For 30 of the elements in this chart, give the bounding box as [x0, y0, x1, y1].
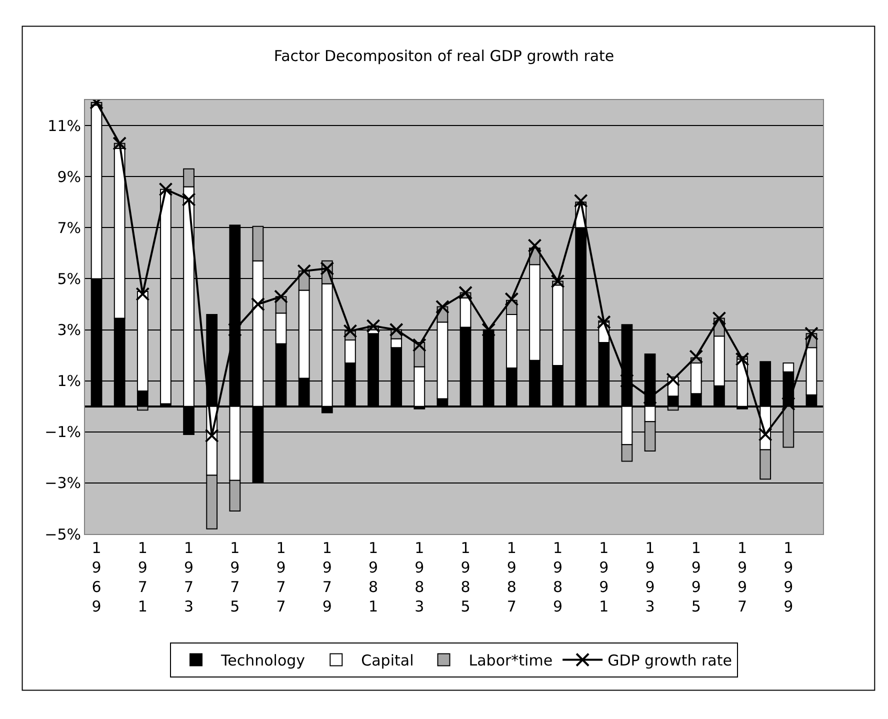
x-tick-label: 1985 — [460, 539, 470, 616]
x-tick-label: 1991 — [599, 539, 609, 616]
x-tick-label: 1971 — [138, 539, 148, 616]
y-tick-label: 3% — [57, 321, 81, 340]
x-tick-label: 1983 — [414, 539, 424, 616]
y-tick-label: 7% — [57, 218, 81, 237]
x-tick-label: 1981 — [368, 539, 378, 616]
x-tick-label: 1999 — [784, 539, 794, 616]
x-tick-label: 1977 — [276, 539, 286, 616]
legend-label: Capital — [361, 652, 414, 670]
x-tick-label: 1997 — [738, 539, 748, 616]
y-tick-label: 11% — [48, 116, 81, 135]
legend-label: GDP growth rate — [608, 652, 732, 670]
x-tick-label: 1989 — [553, 539, 563, 616]
x-tick-label: 1979 — [322, 539, 332, 616]
legend-label: Technology — [220, 652, 306, 670]
y-tick-label: 1% — [57, 372, 81, 390]
x-tick-label: 1995 — [691, 539, 701, 616]
y-tick-label: −5% — [44, 525, 81, 544]
legend-label: Labor*time — [468, 652, 553, 670]
y-tick-label: 9% — [57, 168, 81, 186]
x-tick-label: 1975 — [230, 539, 240, 616]
y-tick-label: −1% — [44, 423, 81, 442]
x-tick-label: 1993 — [645, 539, 655, 616]
chart-title: Factor Decompositon of real GDP growth rate — [274, 46, 614, 65]
x-tick-label: 1969 — [92, 539, 102, 616]
y-tick-label: −3% — [44, 474, 81, 492]
y-tick-label: 5% — [57, 270, 81, 288]
x-tick-label: 1987 — [506, 539, 516, 616]
x-tick-label: 1973 — [184, 539, 194, 616]
